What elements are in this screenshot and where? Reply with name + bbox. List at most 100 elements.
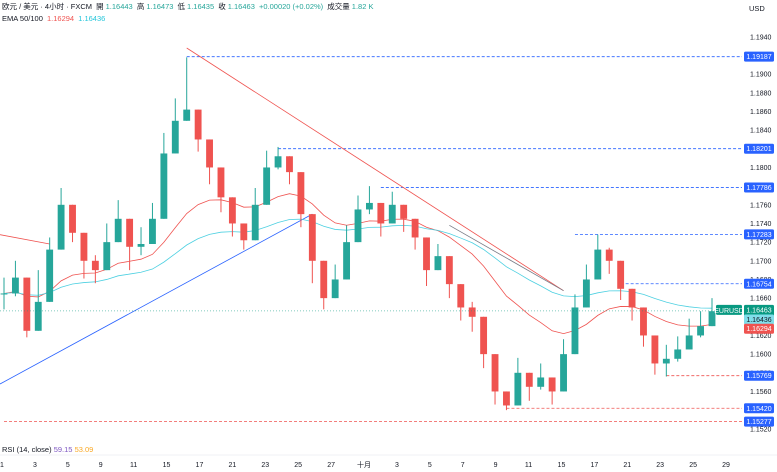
candle-body	[457, 284, 465, 308]
candle-body	[206, 139, 213, 168]
time-tick-label: 15	[163, 462, 171, 469]
low-label: 低	[177, 2, 186, 11]
trend-lines	[0, 47, 564, 385]
horizontal-levels	[4, 56, 742, 423]
currency-label[interactable]: USD	[749, 4, 765, 13]
candle-body	[400, 204, 408, 219]
candle-body	[183, 109, 191, 121]
price-tick-label: 1.1760	[750, 202, 772, 209]
price-tick-label: 1.1900	[750, 72, 772, 79]
level-badge-text: 1.19187	[746, 54, 771, 61]
level-badge	[744, 370, 774, 381]
level-badge	[744, 403, 774, 414]
level-badge-text: 1.16754	[746, 281, 771, 288]
level-badge	[744, 229, 774, 240]
time-tick-label: 29	[722, 462, 730, 469]
time-tick-label: 7	[461, 462, 465, 469]
symbol-title[interactable]: 欧元 / 美元 · 4小时 · FXCM	[2, 2, 92, 11]
candle-body	[34, 301, 42, 331]
time-tick-label: 23	[656, 462, 664, 469]
candle-body	[308, 214, 316, 261]
price-tick-label: 1.1600	[750, 352, 772, 359]
candle-body	[365, 202, 373, 210]
ema100-value: 1.16436	[78, 14, 106, 23]
candle-body	[411, 218, 419, 238]
candle-body	[674, 349, 682, 359]
ema-label: EMA 50/100	[2, 14, 43, 23]
candle-body	[91, 260, 99, 271]
volume-label: 成交量	[327, 2, 350, 11]
level-badge	[744, 278, 774, 289]
price-tick-label: 1.1520	[750, 426, 772, 433]
price-tick-label: 1.1860	[750, 109, 772, 116]
downtrend-line	[186, 47, 564, 292]
time-tick-label: 21	[228, 462, 236, 469]
time-tick-label: 21	[623, 462, 631, 469]
rsi-value: 59.15	[53, 445, 73, 454]
candle-body	[0, 293, 8, 295]
price-tick-label: 1.1560	[750, 389, 772, 396]
candle-body	[263, 167, 271, 205]
level-badge	[744, 416, 774, 427]
price-tick-label: 1.1720	[750, 240, 772, 247]
candle-body	[160, 153, 168, 219]
time-tick-label: 9	[494, 462, 498, 469]
candle-body	[217, 167, 225, 198]
candle-body	[628, 288, 636, 308]
candles	[0, 57, 716, 411]
open-value: 1.16443	[105, 2, 133, 11]
candle-body	[274, 156, 282, 168]
candle-body	[286, 156, 293, 173]
price-tick-label: 1.1620	[750, 333, 772, 340]
candle-body	[57, 204, 65, 250]
volume-value: 1.82 K	[351, 2, 374, 11]
candle-body	[537, 377, 545, 387]
level-badge-text: 1.17786	[746, 185, 771, 192]
candle-body	[514, 372, 522, 406]
candle-body	[697, 326, 705, 336]
level-badge	[744, 182, 774, 193]
level-badge	[744, 143, 774, 154]
candle-body	[525, 372, 533, 387]
chart-header: 欧元 / 美元 · 4小时 · FXCM 開 1.16443 高 1.16473 低…	[0, 0, 740, 32]
uptrend-line	[0, 213, 313, 385]
low-value: 1.16435	[187, 2, 215, 11]
ema-legend[interactable]: EMA 50/100 1.16294 1.16436	[2, 14, 107, 24]
rsi-label: RSI (14, close)	[2, 445, 52, 454]
time-tick-label: 1	[0, 462, 4, 469]
time-tick-label: 15	[558, 462, 566, 469]
candle-body	[343, 242, 351, 280]
price-tick-label: 1.1740	[750, 221, 772, 228]
time-tick-label: 十月	[357, 460, 371, 469]
candle-body	[468, 307, 476, 317]
time-tick-label: 11	[130, 462, 137, 469]
close-value: 1.16463	[227, 2, 255, 11]
candle-body	[503, 391, 510, 406]
rsi-legend[interactable]: RSI (14, close) 59.15 53.09	[2, 445, 93, 454]
ema50-value: 1.16294	[46, 14, 75, 23]
level-badge-text: 1.15420	[746, 406, 771, 413]
level-badge-text: 1.15769	[746, 373, 771, 380]
candle-body	[571, 307, 579, 355]
candle-body	[69, 204, 76, 233]
candle-body	[445, 256, 453, 285]
candle-body	[114, 218, 122, 243]
price-tick-label: 1.1800	[750, 165, 772, 172]
candle-body	[434, 256, 442, 271]
time-tick-label: 5	[428, 462, 432, 469]
price-tick-label: 1.1880	[750, 90, 772, 97]
candle-body	[605, 249, 613, 261]
ema100-badge-text: 1.16436	[746, 317, 771, 324]
candle-body	[137, 244, 145, 247]
candle-body	[685, 335, 693, 350]
level-badge-text: 1.18201	[746, 146, 771, 153]
candle-body	[297, 172, 305, 215]
time-tick-label: 3	[395, 462, 399, 469]
candle-body	[491, 354, 499, 392]
price-tick-label: 1.1840	[750, 128, 772, 135]
candle-body	[480, 316, 488, 355]
level-badge-text: 1.17283	[746, 232, 771, 239]
candle-body	[423, 237, 430, 271]
time-tick-label: 11	[525, 462, 532, 469]
